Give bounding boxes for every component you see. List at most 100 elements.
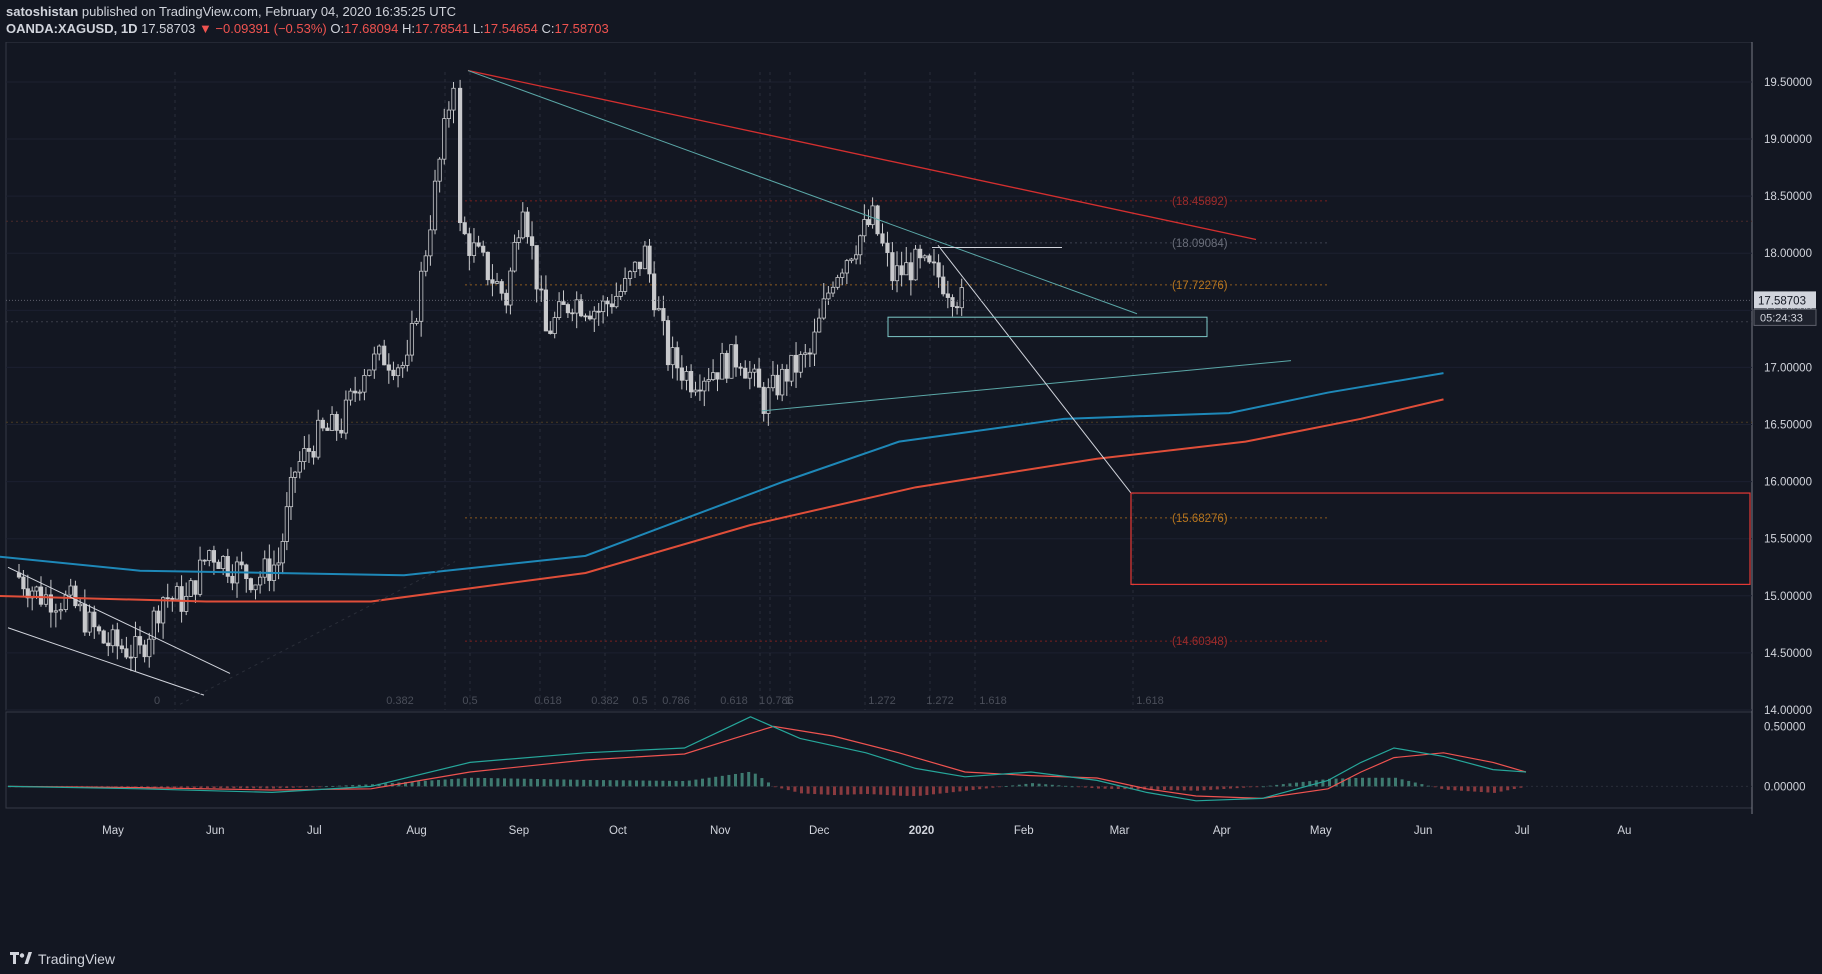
candle-body	[950, 297, 955, 307]
open-value: 17.68094	[344, 21, 399, 36]
candle-body	[87, 611, 92, 633]
fib-level-label: (18.45892)	[1172, 196, 1228, 208]
candle-body	[642, 245, 648, 270]
macd-hist-bar	[1341, 778, 1345, 787]
candle-body	[211, 550, 217, 563]
macd-hist-bar	[846, 786, 850, 795]
macd-hist-bar	[1453, 786, 1457, 791]
candle-body	[817, 317, 822, 333]
candle-body	[490, 279, 495, 284]
candle-body	[720, 352, 725, 380]
macd-hist-bar	[1512, 786, 1516, 789]
candle-body	[632, 261, 638, 273]
brand[interactable]: TradingView	[10, 951, 115, 967]
macd-hist-bar	[945, 786, 949, 793]
macd-hist-bar	[1156, 786, 1160, 790]
macd-hist-bar	[199, 786, 203, 788]
candle-body	[499, 281, 504, 294]
candle-body	[225, 556, 230, 577]
macd-hist-bar	[1347, 778, 1351, 787]
candle-body	[82, 603, 87, 633]
fib-ratio-label: 0.382	[386, 695, 414, 707]
macd-hist-bar	[1473, 786, 1477, 792]
candle-body	[574, 299, 579, 314]
price-chart[interactable]: 19.5000019.0000018.5000018.0000017.50000…	[0, 42, 1822, 944]
macd-hist-bar	[483, 778, 487, 787]
macd-hist-bar	[1519, 786, 1523, 788]
candle-body	[280, 541, 285, 564]
macd-hist-bar	[305, 786, 308, 788]
candle-body	[789, 354, 794, 382]
candle-body	[357, 391, 362, 394]
candle-body	[165, 597, 170, 600]
macd-hist-bar	[509, 778, 513, 787]
macd-hist-bar	[800, 786, 803, 794]
macd-hist-bar	[318, 786, 322, 788]
candle-body	[780, 368, 785, 396]
macd-hist-bar	[734, 773, 737, 787]
candle-body	[684, 371, 689, 381]
macd-hist-bar	[463, 778, 467, 787]
macd-hist-bar	[1380, 777, 1384, 787]
candle-body	[835, 277, 840, 288]
author-name[interactable]: satoshistan	[6, 4, 79, 19]
macd-hist-bar	[905, 786, 909, 796]
candle-body	[382, 345, 387, 366]
candle-body	[793, 354, 799, 373]
macd-hist-bar	[410, 781, 414, 787]
high-value: 17.78541	[414, 21, 470, 36]
macd-hist-bar	[1275, 784, 1279, 787]
candle-body	[693, 389, 698, 393]
candle-body	[21, 576, 26, 590]
macd-hist-bar	[991, 786, 995, 788]
candle-body	[110, 629, 115, 647]
candle-body	[697, 389, 703, 392]
macd-hist-bar	[747, 771, 751, 787]
candle-body	[457, 87, 463, 224]
candle-body	[133, 636, 138, 658]
candle-body	[193, 580, 198, 595]
candle-body	[188, 580, 193, 597]
candle-body	[476, 242, 481, 247]
candle-body	[174, 586, 180, 600]
macd-hist-bar	[252, 786, 256, 789]
candle-body	[142, 644, 147, 658]
candle-body	[395, 367, 401, 377]
fib-ratio-label: 1.618	[979, 695, 1007, 707]
macd-hist-bar	[681, 780, 685, 787]
fib-ratio-label: 1	[759, 695, 765, 707]
candle-body	[339, 429, 344, 434]
candle-body	[73, 585, 78, 607]
macd-hist-bar	[1367, 777, 1371, 787]
publish-info: satoshistan published on TradingView.com…	[6, 4, 456, 19]
macd-hist-bar	[965, 786, 968, 791]
macd-hist-bar	[1268, 785, 1272, 787]
macd-hist-bar	[324, 786, 328, 788]
symbol-name[interactable]: OANDA:XAGUSD, 1D	[6, 21, 138, 36]
macd-hist-bar	[932, 786, 935, 795]
macd-hist-bar	[357, 784, 361, 787]
candle-body	[58, 609, 63, 612]
y-tick-label: 17.00000	[1764, 362, 1812, 374]
y-tick-label: 15.50000	[1764, 534, 1812, 546]
macd-hist-bar	[192, 786, 196, 788]
candle-body	[432, 180, 438, 231]
macd-hist-bar	[1176, 786, 1180, 791]
candle-body	[931, 261, 937, 264]
candle-body	[329, 414, 335, 431]
macd-hist-bar	[555, 779, 559, 787]
macd-hist-bar	[621, 780, 625, 787]
candle-body	[543, 289, 549, 332]
candle-body	[830, 286, 836, 294]
macd-hist-bar	[773, 786, 777, 788]
fib-level-label: (15.68276)	[1172, 513, 1228, 525]
macd-hist-bar	[1163, 786, 1166, 790]
macd-hist-bar	[1440, 786, 1444, 789]
candle-body	[494, 281, 500, 284]
candle-body	[894, 265, 900, 282]
candle-body	[485, 251, 490, 281]
macd-hist-bar	[140, 786, 143, 788]
macd-hist-bar	[285, 786, 289, 788]
macd-hist-bar	[1321, 779, 1325, 787]
macd-hist-bar	[1011, 785, 1015, 787]
